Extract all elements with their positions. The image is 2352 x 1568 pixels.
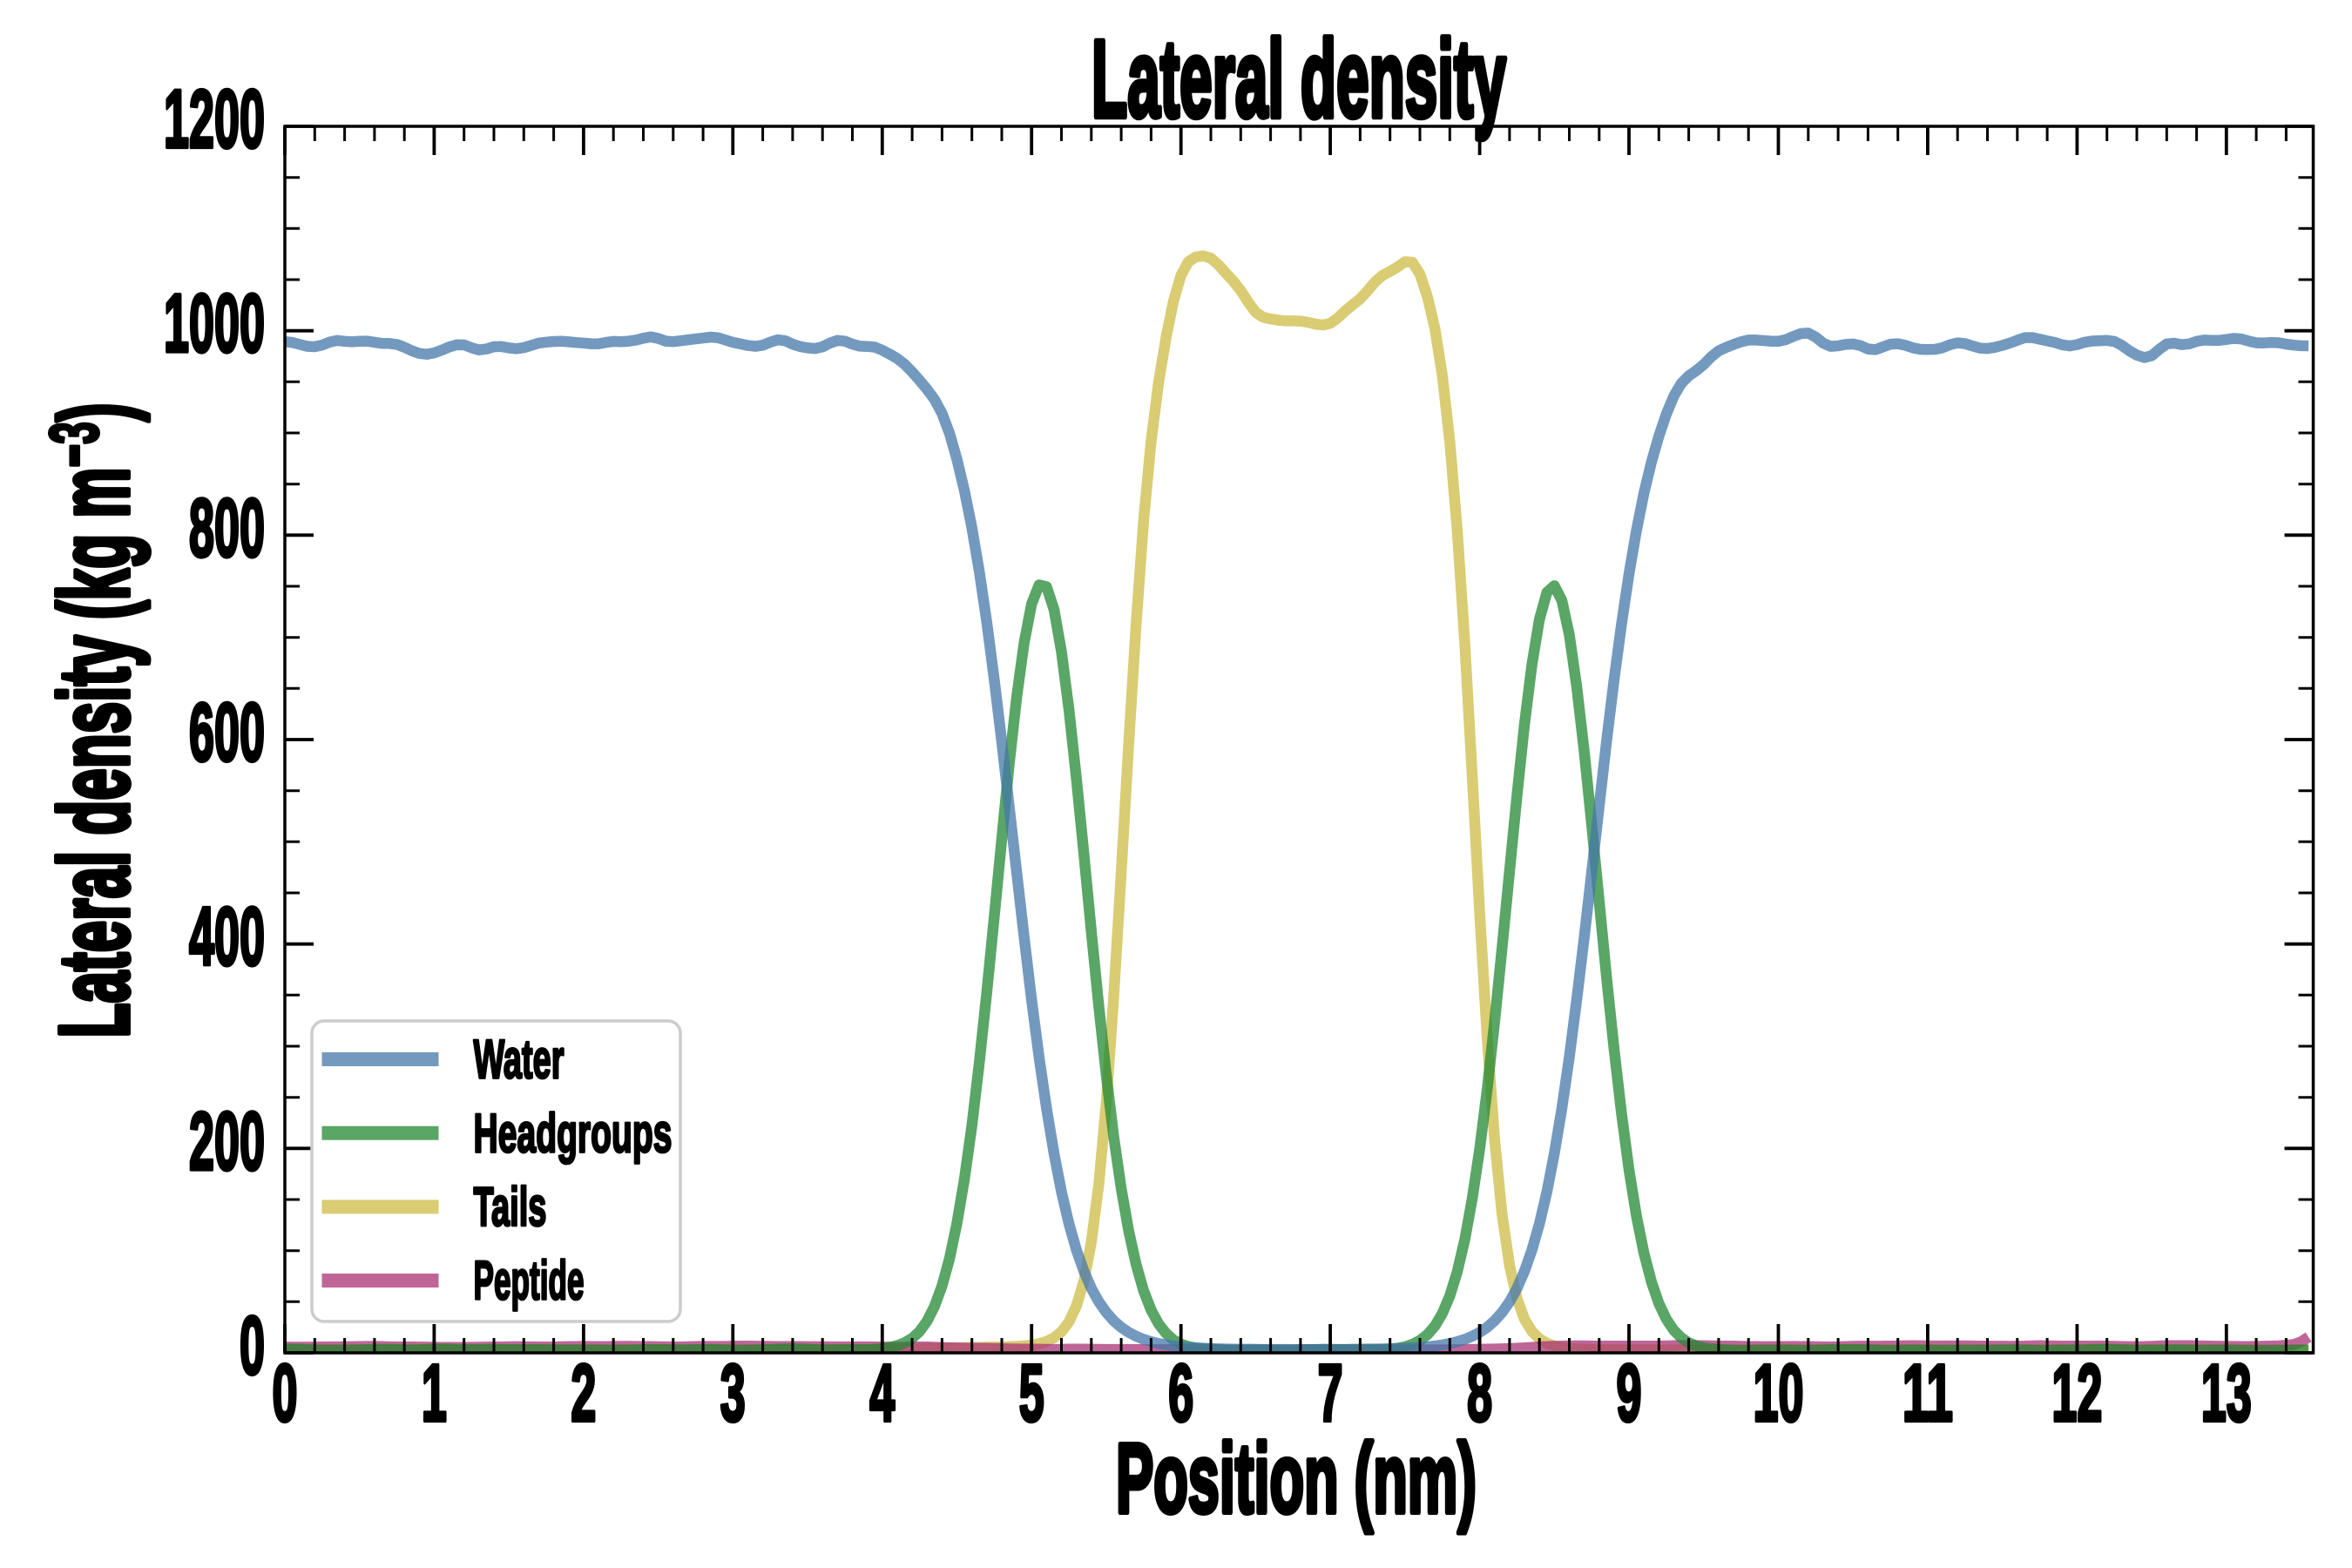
svg-text:1: 1 <box>422 1348 447 1438</box>
svg-text:5: 5 <box>1019 1348 1044 1438</box>
svg-text:13: 13 <box>2201 1348 2252 1438</box>
svg-text:10: 10 <box>1754 1348 1804 1438</box>
svg-text:800: 800 <box>189 482 265 574</box>
svg-text:Water: Water <box>474 1030 564 1091</box>
svg-text:12: 12 <box>2051 1348 2102 1438</box>
svg-text:1000: 1000 <box>164 278 265 370</box>
svg-text:Lateral density (kg m: Lateral density (kg m <box>39 468 149 1038</box>
svg-text:1200: 1200 <box>164 73 265 166</box>
svg-text:2: 2 <box>571 1348 596 1438</box>
svg-text:8: 8 <box>1467 1348 1492 1438</box>
svg-text:): ) <box>39 403 149 422</box>
svg-text:Tails: Tails <box>474 1177 547 1238</box>
svg-text:Position (nm): Position (nm) <box>1116 1423 1477 1533</box>
svg-text:Headgroups: Headgroups <box>474 1103 672 1164</box>
svg-text:6: 6 <box>1168 1348 1193 1438</box>
svg-text:11: 11 <box>1903 1348 1953 1438</box>
svg-text:9: 9 <box>1617 1348 1642 1438</box>
svg-text:4: 4 <box>869 1348 895 1438</box>
svg-text:Lateral density: Lateral density <box>1092 17 1506 140</box>
svg-text:200: 200 <box>189 1095 265 1187</box>
svg-text:Peptide: Peptide <box>474 1251 585 1312</box>
svg-text:0: 0 <box>273 1348 298 1438</box>
svg-text:3: 3 <box>720 1348 746 1438</box>
svg-text:7: 7 <box>1318 1348 1343 1438</box>
svg-text:0: 0 <box>240 1300 265 1392</box>
svg-text:400: 400 <box>189 891 265 983</box>
svg-text:−3: −3 <box>35 422 112 467</box>
svg-text:600: 600 <box>189 686 265 779</box>
